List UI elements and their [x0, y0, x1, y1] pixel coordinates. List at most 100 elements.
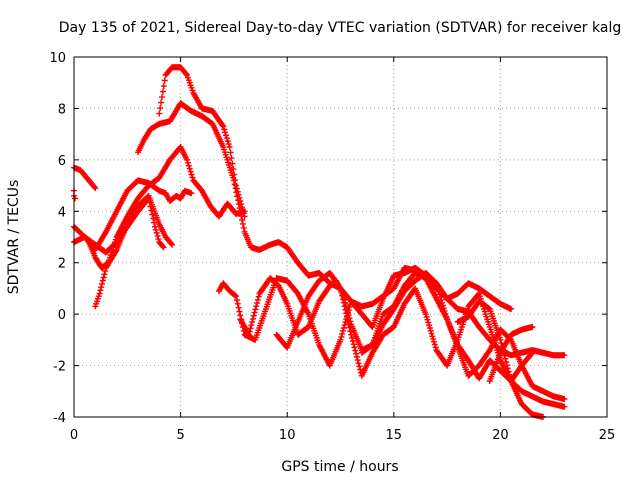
x-axis-label: GPS time / hours: [281, 459, 398, 475]
data-point-marker: [239, 207, 246, 214]
data-point-marker: [96, 290, 103, 297]
data-point-marker: [239, 204, 246, 211]
data-point-marker: [351, 344, 358, 351]
data-point-marker: [433, 280, 440, 287]
data-point-marker: [236, 194, 243, 201]
data-point-marker: [428, 330, 435, 337]
data-point-marker: [422, 311, 429, 318]
data-point-marker: [246, 328, 253, 335]
data-point-marker: [99, 277, 106, 284]
data-point-marker: [235, 304, 242, 311]
data-point-marker: [249, 315, 256, 322]
data-point-marker: [183, 70, 190, 77]
data-point-marker: [234, 300, 241, 307]
data-point-marker: [229, 160, 236, 167]
data-point-marker: [97, 287, 104, 294]
data-point-marker: [436, 291, 443, 298]
data-point-marker: [102, 268, 109, 275]
data-point-marker: [236, 308, 243, 315]
x-tick-label: 10: [279, 428, 296, 443]
data-point-marker: [345, 321, 352, 328]
data-point-marker: [248, 322, 255, 329]
data-point-marker: [441, 307, 448, 314]
data-point-marker: [154, 232, 161, 239]
x-tick-label: 5: [176, 428, 184, 443]
y-tick-label: -2: [53, 360, 66, 375]
data-point-marker: [430, 336, 437, 343]
data-point-marker: [237, 198, 244, 204]
data-point-marker: [100, 274, 107, 281]
data-point-marker: [188, 171, 195, 178]
data-point-marker: [337, 336, 344, 343]
data-point-marker: [222, 132, 229, 139]
data-point-marker: [426, 322, 433, 329]
data-point-marker: [343, 310, 350, 317]
data-point-marker: [443, 313, 450, 320]
data-point-marker: [169, 241, 176, 248]
data-point-marker: [254, 300, 261, 307]
data-point-marker: [220, 123, 227, 130]
data-point-marker: [528, 350, 535, 357]
data-point-marker: [232, 177, 239, 184]
data-point-marker: [352, 347, 359, 354]
data-point-marker: [153, 229, 160, 236]
x-tick-label: 0: [70, 428, 78, 443]
data-point-marker: [231, 171, 238, 178]
data-point-marker: [337, 285, 344, 292]
y-tick-label: 2: [58, 257, 66, 272]
y-axis-label: SDTVAR / TECUs: [6, 180, 22, 295]
data-point-marker: [223, 135, 230, 142]
data-point-marker: [356, 363, 363, 370]
data-point-marker: [430, 338, 437, 345]
data-point-marker: [561, 403, 568, 410]
data-point-marker: [442, 310, 449, 317]
data-point-marker: [503, 359, 510, 366]
data-point-marker: [245, 331, 252, 338]
data-point-marker: [156, 110, 163, 117]
data-point-marker: [424, 316, 431, 323]
data-point-marker: [239, 216, 246, 223]
data-point-marker: [434, 283, 441, 290]
data-point-marker: [233, 297, 240, 303]
data-point-marker: [186, 165, 193, 172]
data-point-marker: [226, 144, 233, 150]
data-point-marker: [346, 324, 353, 331]
data-point-marker: [239, 220, 246, 227]
series-trace-1: [71, 164, 99, 192]
data-point-marker: [508, 306, 515, 312]
data-point-marker: [501, 352, 508, 359]
data-point-marker: [338, 333, 345, 340]
data-point-marker: [232, 292, 239, 299]
data-point-marker: [347, 328, 354, 335]
series-trace-14: [486, 324, 536, 384]
y-tick-label: 8: [58, 102, 66, 117]
data-point-marker: [425, 319, 432, 326]
data-point-marker: [440, 305, 447, 312]
data-point-marker: [98, 284, 105, 291]
data-point-marker: [431, 341, 438, 348]
data-point-marker: [507, 374, 514, 381]
data-point-marker: [344, 317, 351, 324]
data-point-marker: [429, 333, 436, 340]
series-trace-8: [156, 64, 248, 220]
data-point-marker: [505, 368, 512, 375]
data-point-marker: [254, 296, 261, 303]
data-point-marker: [251, 309, 258, 316]
y-tick-label: 6: [58, 154, 66, 169]
data-point-marker: [150, 215, 157, 222]
data-point-marker: [235, 191, 242, 198]
y-tick-label: 4: [58, 205, 66, 220]
data-point-marker: [91, 183, 98, 190]
data-point-marker: [227, 149, 234, 156]
data-point-marker: [249, 319, 256, 326]
data-layer: [71, 64, 568, 420]
data-point-marker: [233, 185, 240, 192]
data-point-marker: [348, 331, 355, 338]
data-point-marker: [241, 213, 248, 220]
data-point-marker: [529, 349, 536, 356]
data-point-marker: [340, 299, 347, 306]
data-point-marker: [497, 336, 504, 343]
data-point-marker: [219, 122, 226, 129]
data-point-marker: [234, 188, 241, 195]
